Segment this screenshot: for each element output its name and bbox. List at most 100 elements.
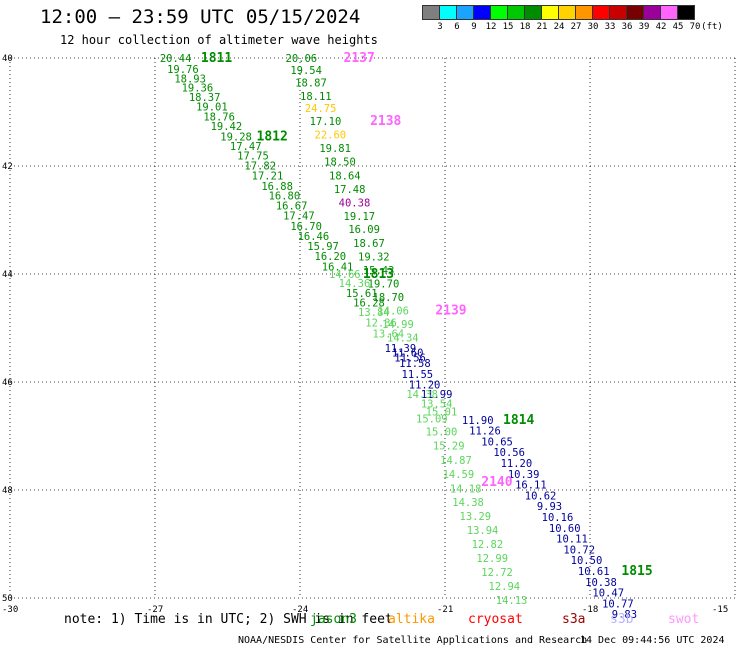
wave-height-value: 10.77 bbox=[602, 598, 634, 610]
colorbar-label: 45 bbox=[672, 22, 684, 32]
wave-height-value: 12.82 bbox=[472, 539, 504, 551]
legend-item-jason3: jason3 bbox=[310, 612, 357, 627]
wave-height-value: 11.39 bbox=[385, 343, 417, 355]
wave-height-value: 18.50 bbox=[324, 157, 356, 169]
wave-height-value: 16.80 bbox=[269, 191, 301, 203]
wave-height-value: 9.93 bbox=[537, 501, 562, 513]
colorbar-label: 21 bbox=[536, 22, 548, 32]
wave-height-value: 10.11 bbox=[556, 534, 588, 546]
wave-height-value: 16.20 bbox=[315, 251, 347, 263]
legend-item-s3a: s3a bbox=[562, 612, 586, 627]
latitude-tick-label: 40 bbox=[2, 54, 13, 64]
wave-height-value: 17.75 bbox=[237, 151, 269, 163]
note-text: note: 1) Time is in UTC; 2) SWH is in fe… bbox=[64, 612, 393, 627]
pass-id-label: 1812 bbox=[257, 129, 288, 144]
legend-item-s3b: s3b bbox=[610, 612, 634, 627]
wave-height-value: 11.26 bbox=[469, 426, 501, 438]
legend-item-altika: altika bbox=[388, 612, 435, 627]
wave-height-value: 18.11 bbox=[300, 91, 332, 103]
wave-height-value: 16.88 bbox=[261, 181, 293, 193]
wave-height-value: 16.70 bbox=[290, 221, 322, 233]
longitude-tick-label: -15 bbox=[712, 605, 728, 615]
wave-height-value: 10.38 bbox=[585, 577, 617, 589]
wave-height-value: 14.59 bbox=[443, 469, 475, 481]
wave-height-value: 14.18 bbox=[450, 483, 482, 495]
wave-height-value: 10.72 bbox=[563, 544, 595, 556]
pass-id-label: 1813 bbox=[363, 267, 394, 282]
pass-id-label: 2139 bbox=[435, 304, 466, 319]
wave-height-value: 11.60 bbox=[392, 347, 424, 359]
wave-height-value: 17.48 bbox=[334, 184, 366, 196]
latitude-tick-label: 42 bbox=[2, 162, 13, 172]
wave-height-value: 11.58 bbox=[399, 358, 431, 370]
wave-height-value: 14.66 bbox=[329, 269, 361, 281]
wave-height-value: 12.36 bbox=[365, 318, 397, 330]
wave-height-value: 20.44 bbox=[160, 53, 192, 65]
colorbar-label: 9 bbox=[471, 22, 477, 32]
wave-height-value: 18.64 bbox=[329, 171, 361, 183]
wave-height-value: 19.70 bbox=[368, 279, 400, 291]
wave-height-value: 14.06 bbox=[377, 306, 409, 318]
wave-height-value: 18.67 bbox=[353, 238, 385, 250]
colorbar-label: 24 bbox=[553, 22, 565, 32]
wave-height-value: 19.01 bbox=[196, 102, 228, 114]
colorbar-label: 15 bbox=[502, 22, 514, 32]
wave-height-value: 16.41 bbox=[322, 261, 354, 273]
longitude-tick-label: -24 bbox=[292, 605, 308, 615]
wave-height-value: 18.70 bbox=[373, 292, 405, 304]
latitude-tick-label: 48 bbox=[2, 486, 13, 496]
wave-height-value: 40.38 bbox=[339, 198, 371, 210]
wave-height-value: 17.47 bbox=[283, 211, 315, 223]
wave-height-value: 19.76 bbox=[167, 64, 199, 76]
wave-height-labels: 20.44 181119.7618.9319.3618.3719.0118.761… bbox=[160, 51, 653, 621]
wave-height-value: 16.28 bbox=[353, 298, 385, 310]
wave-height-value: 10.47 bbox=[592, 588, 624, 600]
wave-height-value: 12.94 bbox=[489, 581, 521, 593]
wave-height-value: 9.83 bbox=[612, 609, 637, 621]
wave-height-value: 18.93 bbox=[174, 74, 206, 86]
colorbar-label: 33 bbox=[604, 22, 616, 32]
wave-height-value: 11.99 bbox=[421, 389, 453, 401]
wave-height-value: 10.60 bbox=[549, 523, 581, 535]
wave-height-value: 15.00 bbox=[426, 427, 458, 439]
legend-item-cryosat: cryosat bbox=[468, 612, 523, 627]
wave-height-value: 14.99 bbox=[382, 319, 414, 331]
page-subtitle: 12 hour collection of altimeter wave hei… bbox=[60, 33, 378, 47]
wave-height-value: 15.97 bbox=[307, 241, 339, 253]
wave-height-value: 13.84 bbox=[358, 307, 390, 319]
wave-height-value: 14.87 bbox=[440, 455, 472, 467]
wave-height-colorbar bbox=[422, 5, 695, 20]
wave-height-value: 17.21 bbox=[252, 171, 284, 183]
wave-height-value: 10.65 bbox=[481, 436, 513, 448]
wave-height-value: 12.99 bbox=[476, 553, 508, 565]
colorbar-label: 70 bbox=[689, 22, 701, 32]
longitude-tick-label: -27 bbox=[147, 605, 163, 615]
map-axis-ticks: -30 -27 -24 -21 -18 -15 40 42 44 46 48 50 bbox=[2, 54, 728, 615]
wave-height-value: 10.16 bbox=[542, 512, 574, 524]
wave-height-value: 15.43 bbox=[363, 265, 395, 277]
wave-height-value: 13.54 bbox=[421, 399, 453, 411]
colorbar-label: 39 bbox=[638, 22, 650, 32]
pass-id-label: 2138 bbox=[370, 114, 401, 129]
timestamp-footer: 14 Dec 09:44:56 UTC 2024 bbox=[580, 635, 725, 646]
wave-height-value: 10.56 bbox=[493, 447, 525, 459]
wave-height-value: 19.36 bbox=[182, 83, 214, 95]
wave-height-value: 16.67 bbox=[276, 200, 308, 212]
wave-height-value: 14.13 bbox=[496, 595, 528, 607]
wave-height-value: 14.36 bbox=[339, 278, 371, 290]
latitude-tick-label: 46 bbox=[2, 378, 13, 388]
colorbar-label: 30 bbox=[587, 22, 599, 32]
colorbar-unit: (ft) bbox=[701, 22, 723, 32]
wave-height-value: 13.94 bbox=[467, 525, 499, 537]
wave-height-value: 19.32 bbox=[358, 252, 390, 264]
wave-height-value: 22.60 bbox=[315, 130, 347, 142]
wave-height-value: 10.39 bbox=[508, 469, 540, 481]
colorbar-label: 12 bbox=[485, 22, 497, 32]
longitude-tick-label: -18 bbox=[582, 605, 598, 615]
map-grid bbox=[9, 57, 736, 599]
wave-height-value: 11.55 bbox=[402, 369, 434, 381]
page-title: 12:00 – 23:59 UTC 05/15/2024 bbox=[40, 6, 361, 28]
colorbar-label: 6 bbox=[454, 22, 460, 32]
wave-height-value: 18.87 bbox=[295, 77, 327, 89]
